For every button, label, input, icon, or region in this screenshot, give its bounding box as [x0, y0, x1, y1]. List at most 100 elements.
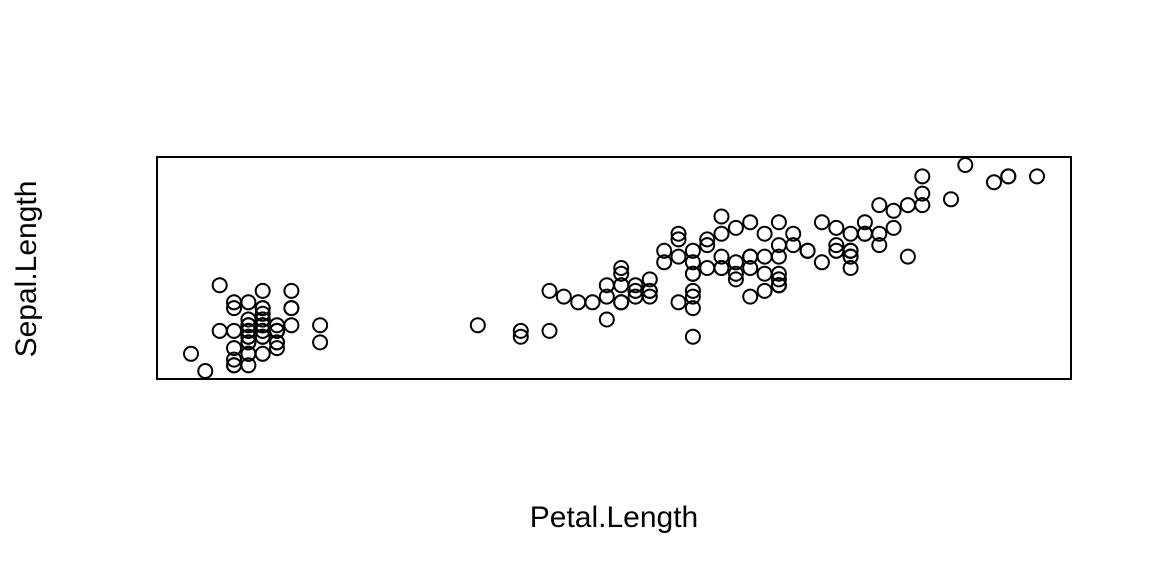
- data-point: [871, 237, 888, 254]
- data-point: [856, 225, 873, 242]
- data-point: [785, 237, 802, 254]
- data-point: [770, 271, 787, 288]
- data-point: [713, 208, 730, 225]
- data-point: [713, 225, 730, 242]
- data-point: [727, 265, 744, 282]
- data-point: [226, 340, 242, 357]
- data-point: [727, 219, 744, 236]
- data-point: [899, 248, 916, 265]
- data-point: [570, 294, 587, 311]
- data-point: [684, 282, 701, 299]
- data-point: [742, 288, 759, 305]
- points-layer: [183, 157, 1045, 379]
- data-point: [541, 322, 558, 339]
- data-point: [799, 242, 816, 259]
- data-point: [269, 322, 285, 339]
- data-point: [656, 254, 673, 271]
- data-point: [742, 260, 759, 276]
- data-point: [785, 225, 802, 242]
- data-point: [613, 260, 630, 276]
- data-point: [684, 254, 701, 271]
- data-point: [670, 294, 687, 311]
- data-point: [312, 317, 329, 334]
- data-point: [756, 282, 773, 299]
- data-point: [613, 265, 630, 282]
- data-point: [269, 340, 285, 357]
- data-point: [943, 191, 959, 208]
- data-point: [211, 322, 228, 339]
- data-point: [283, 317, 300, 334]
- data-point: [828, 237, 845, 254]
- data-point: [856, 214, 873, 231]
- data-point: [727, 271, 744, 288]
- data-point: [512, 328, 529, 345]
- data-point: [684, 328, 701, 345]
- data-point: [240, 345, 257, 362]
- data-point: [742, 214, 759, 231]
- data-point: [641, 288, 658, 305]
- data-point: [770, 277, 787, 294]
- data-point: [828, 242, 845, 259]
- data-point: [641, 271, 658, 288]
- data-point: [240, 334, 257, 351]
- data-point: [756, 265, 773, 282]
- data-point: [541, 282, 558, 299]
- data-point: [813, 214, 830, 231]
- y-axis-title: Sepal.Length: [10, 181, 43, 358]
- data-point: [183, 345, 199, 362]
- data-point: [713, 248, 730, 265]
- data-point: [699, 231, 716, 248]
- data-point: [828, 219, 845, 236]
- data-point: [283, 300, 300, 317]
- data-point: [613, 277, 630, 294]
- data-point: [813, 254, 830, 271]
- data-point: [312, 334, 329, 351]
- data-point: [727, 254, 744, 271]
- data-point: [986, 174, 1002, 191]
- data-point: [254, 305, 271, 322]
- data-point: [240, 322, 257, 339]
- data-point: [1000, 168, 1017, 185]
- data-point: [226, 300, 242, 317]
- data-point: [254, 311, 271, 328]
- data-point: [627, 282, 644, 299]
- data-point: [211, 277, 228, 294]
- data-point: [699, 260, 716, 276]
- data-point: [240, 328, 257, 345]
- data-point: [684, 288, 701, 305]
- data-point: [254, 300, 271, 317]
- data-point: [269, 334, 285, 351]
- data-point: [197, 363, 214, 379]
- x-axis-title: Petal.Length: [530, 501, 698, 534]
- data-point: [957, 157, 974, 173]
- data-point: [584, 294, 601, 311]
- data-point: [613, 294, 630, 311]
- data-point: [598, 288, 615, 305]
- data-point: [226, 351, 242, 368]
- data-point: [842, 225, 859, 242]
- data-point: [842, 248, 859, 265]
- data-point: [684, 265, 701, 282]
- data-point: [885, 202, 902, 219]
- data-point: [885, 219, 902, 236]
- data-point: [656, 242, 673, 259]
- data-point: [283, 282, 300, 299]
- data-point: [914, 185, 931, 202]
- data-point: [684, 300, 701, 317]
- data-point: [670, 231, 687, 248]
- data-point: [1029, 168, 1045, 185]
- data-point: [756, 248, 773, 265]
- data-point: [555, 288, 572, 305]
- data-point: [254, 282, 271, 299]
- data-point: [842, 260, 859, 276]
- data-point: [512, 322, 529, 339]
- data-point: [871, 197, 888, 214]
- plot-frame: [156, 156, 1072, 380]
- data-point: [684, 242, 701, 259]
- data-point: [899, 197, 916, 214]
- data-point: [670, 225, 687, 242]
- data-point: [699, 237, 716, 254]
- data-point: [269, 317, 285, 334]
- data-point: [770, 214, 787, 231]
